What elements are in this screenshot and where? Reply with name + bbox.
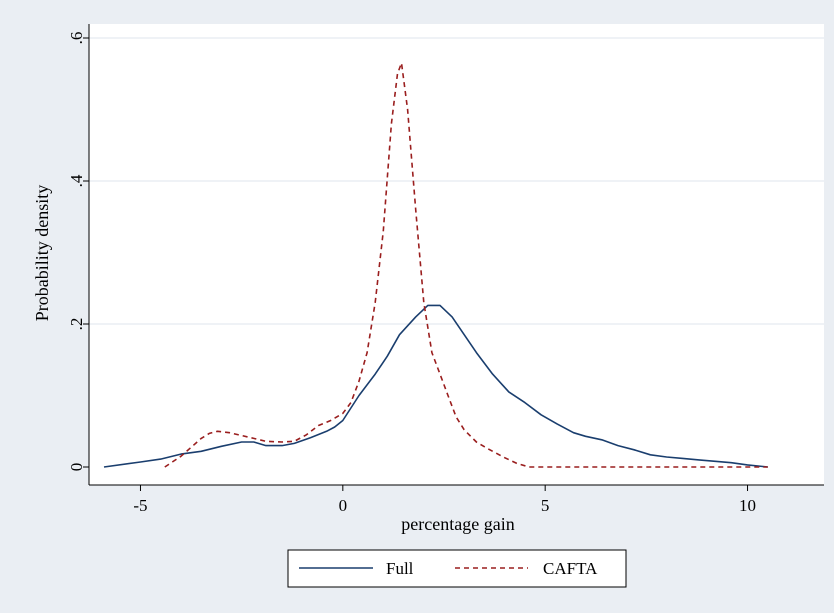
plot-area: [89, 24, 824, 485]
y-tick-label-0: 0: [67, 463, 86, 472]
y-axis-title: Probability density: [32, 185, 52, 322]
x-tick-label-1: 0: [339, 496, 348, 515]
y-tick-label-1: .2: [67, 318, 86, 331]
y-tick-label-2: .4: [67, 174, 86, 187]
series-line-cafta: [164, 62, 768, 468]
series-lines: [103, 62, 768, 468]
x-tick-label-2: 5: [541, 496, 550, 515]
axes: 0 .2 .4 .6 -5 0 5 10: [67, 24, 824, 515]
legend: Full CAFTA: [287, 549, 627, 588]
x-tick-label-0: -5: [133, 496, 147, 515]
x-tick-label-3: 10: [739, 496, 756, 515]
series-line-full: [103, 304, 768, 468]
y-tick-label-3: .6: [67, 32, 86, 45]
legend-label-full: Full: [386, 559, 414, 578]
x-axis-title: percentage gain: [401, 514, 514, 534]
legend-label-cafta: CAFTA: [543, 559, 598, 578]
